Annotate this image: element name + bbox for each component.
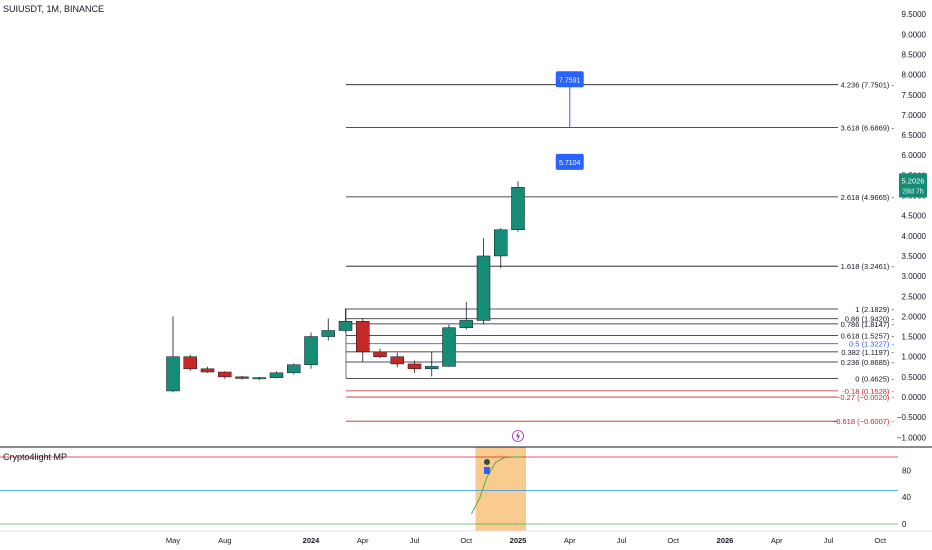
time-axis-label: Apr <box>357 536 369 545</box>
target-badge-label: 5.7104 <box>559 160 581 167</box>
price-tick-label: 9.5000 <box>902 10 927 19</box>
fib-level-label: 0 (0.4625) - <box>855 374 894 383</box>
time-axis-label: 2025 <box>510 536 527 545</box>
candle-body[interactable] <box>425 366 439 370</box>
time-axis-label: 2024 <box>303 536 321 545</box>
fib-level-label: -0.27 (−0.0020) - <box>838 393 895 402</box>
fib-level-label: 0.618 (1.5257) - <box>841 332 895 341</box>
price-tick-label: −0.5000 <box>897 413 927 422</box>
price-tick-label: 0.0000 <box>902 393 927 402</box>
price-tick-label: 2.0000 <box>902 312 927 321</box>
candle-body[interactable] <box>338 320 353 331</box>
time-axis-label: Oct <box>667 536 680 545</box>
fib-level-label: 0.236 (0.8685) - <box>841 358 895 367</box>
signal-arrow-icon <box>483 467 490 474</box>
time-axis-label: Oct <box>874 536 887 545</box>
indicator-line <box>470 456 522 515</box>
fib-level-label: 0.86 (1.9420) - <box>845 315 895 324</box>
price-tick-label: 3.5000 <box>902 252 927 261</box>
target-badge-label: 7.7591 <box>559 77 581 84</box>
price-tick-label: 9.0000 <box>902 30 927 39</box>
price-tick-label: 4.0000 <box>902 232 927 241</box>
price-tick-label: 2.5000 <box>902 292 927 301</box>
fib-level-label: 0.786 (1.8147) - <box>841 320 895 329</box>
time-axis-label: Jul <box>410 536 420 545</box>
candle-body[interactable] <box>442 327 456 367</box>
time-axis-label: Jul <box>824 536 834 545</box>
candle-body[interactable] <box>356 320 370 353</box>
fib-level-label: 1 (2.1829) - <box>855 305 894 314</box>
indicator-tick-label: 40 <box>902 493 911 502</box>
candle-body[interactable] <box>166 356 180 392</box>
candle-body[interactable] <box>494 229 508 257</box>
candle-body[interactable] <box>373 351 387 357</box>
price-tick-label: 0.5000 <box>902 373 927 382</box>
candle-body[interactable] <box>390 356 404 365</box>
price-tick-label: 3.0000 <box>902 272 927 281</box>
indicator-tick-label: 0 <box>902 520 907 529</box>
candle-body[interactable] <box>459 320 473 328</box>
time-axis-label: Apr <box>771 536 783 545</box>
symbol-title: SUIUSDT, 1M, BINANCE <box>3 4 105 14</box>
current-price-countdown: 28d 7h <box>902 188 924 195</box>
current-price-label: 5.2026 <box>902 176 925 185</box>
time-axis-label: May <box>166 536 180 545</box>
time-axis-label: Aug <box>218 536 231 545</box>
fib-level-label: 4.236 (7.7501) - <box>841 81 895 90</box>
candle-body[interactable] <box>218 371 232 378</box>
candle-body[interactable] <box>200 368 215 373</box>
candle-body[interactable] <box>304 336 318 366</box>
indicator-title: Crypto4light MP <box>3 452 68 462</box>
candle-body[interactable] <box>511 187 525 231</box>
candle-body[interactable] <box>183 356 197 370</box>
candle-body[interactable] <box>407 363 422 370</box>
signal-dot <box>483 459 490 465</box>
price-tick-label: 6.0000 <box>902 151 927 160</box>
fib-level-label: 3.618 (6.6869) - <box>841 124 895 133</box>
bolt-icon-glyph <box>516 431 520 441</box>
price-tick-label: 1.0000 <box>902 353 927 362</box>
price-tick-label: 4.5000 <box>902 212 927 221</box>
price-tick-label: 8.0000 <box>902 71 927 80</box>
current-price-badge <box>899 173 927 198</box>
fib-level-label: 2.618 (4.9665) - <box>841 193 895 202</box>
candle-body[interactable] <box>287 364 301 374</box>
price-tick-label: 7.5000 <box>902 91 927 100</box>
price-tick-label: −1.0000 <box>897 433 927 442</box>
time-axis-label: 2026 <box>717 536 734 545</box>
time-axis-label: Apr <box>564 536 576 545</box>
time-axis-label: Jul <box>617 536 627 545</box>
price-tick-label: 7.0000 <box>902 111 927 120</box>
candle-body[interactable] <box>321 330 335 337</box>
time-axis-label: Oct <box>460 536 473 545</box>
fib-level-label: 1.618 (3.2461) - <box>841 262 895 271</box>
candle-body[interactable] <box>476 255 491 321</box>
price-tick-label: 8.5000 <box>902 50 927 59</box>
highlight-band <box>475 447 526 531</box>
target-badge[interactable] <box>555 71 584 88</box>
fib-level-label: 0.382 (1.1197) - <box>841 348 894 357</box>
fib-level-label: 0.5 (1.3227) - <box>849 340 895 349</box>
price-tick-label: 6.5000 <box>902 131 927 140</box>
fib-level-label: -0.618 (−0.6007) - <box>834 417 895 426</box>
candle-body[interactable] <box>235 376 249 379</box>
fib-level-label: -0.18 (0.1528) - <box>842 387 894 396</box>
indicator-tick-label: 80 <box>902 466 911 475</box>
candle-body[interactable] <box>269 372 284 378</box>
candle-body[interactable] <box>252 377 266 380</box>
target-badge[interactable] <box>555 153 584 170</box>
price-tick-label: 1.5000 <box>902 333 927 342</box>
